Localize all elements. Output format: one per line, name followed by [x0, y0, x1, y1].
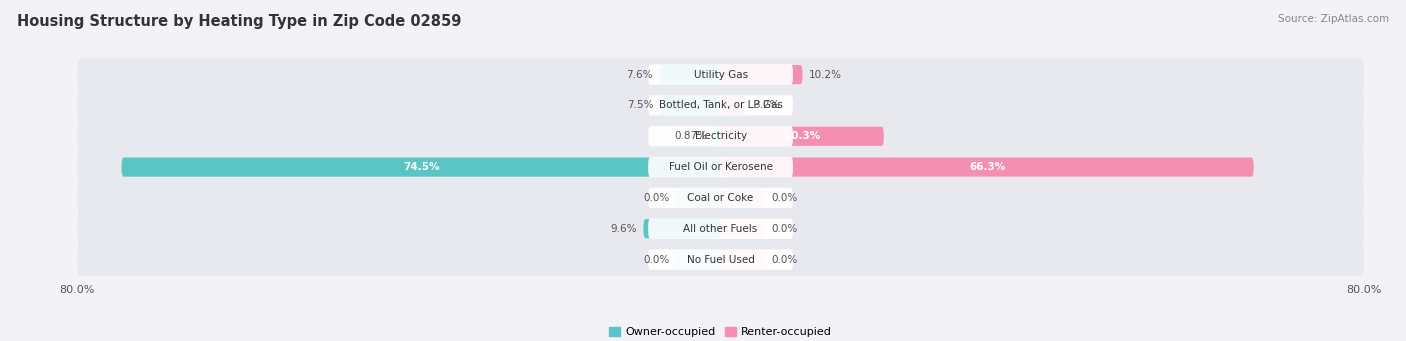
Text: 0.0%: 0.0%: [644, 193, 669, 203]
FancyBboxPatch shape: [721, 250, 765, 269]
Text: 3.2%: 3.2%: [752, 101, 779, 110]
FancyBboxPatch shape: [648, 157, 793, 177]
Text: Source: ZipAtlas.com: Source: ZipAtlas.com: [1278, 14, 1389, 24]
Text: No Fuel Used: No Fuel Used: [686, 255, 755, 265]
FancyBboxPatch shape: [77, 151, 1364, 183]
FancyBboxPatch shape: [77, 120, 1364, 153]
FancyBboxPatch shape: [721, 219, 765, 238]
Text: 0.0%: 0.0%: [772, 193, 797, 203]
Text: 0.0%: 0.0%: [772, 255, 797, 265]
Text: 0.0%: 0.0%: [644, 255, 669, 265]
FancyBboxPatch shape: [721, 96, 747, 115]
FancyBboxPatch shape: [77, 181, 1364, 214]
Text: Utility Gas: Utility Gas: [693, 70, 748, 79]
FancyBboxPatch shape: [659, 65, 721, 84]
Text: Housing Structure by Heating Type in Zip Code 02859: Housing Structure by Heating Type in Zip…: [17, 14, 461, 29]
Text: Electricity: Electricity: [695, 131, 747, 141]
FancyBboxPatch shape: [648, 64, 793, 85]
FancyBboxPatch shape: [77, 89, 1364, 122]
Text: 74.5%: 74.5%: [402, 162, 439, 172]
Text: 9.6%: 9.6%: [610, 224, 637, 234]
Text: 66.3%: 66.3%: [969, 162, 1005, 172]
FancyBboxPatch shape: [714, 127, 721, 146]
FancyBboxPatch shape: [721, 188, 765, 207]
FancyBboxPatch shape: [676, 250, 721, 269]
FancyBboxPatch shape: [77, 58, 1364, 91]
FancyBboxPatch shape: [648, 249, 793, 270]
Text: 0.87%: 0.87%: [673, 131, 707, 141]
FancyBboxPatch shape: [121, 158, 721, 177]
FancyBboxPatch shape: [77, 243, 1364, 276]
Text: 0.0%: 0.0%: [772, 224, 797, 234]
FancyBboxPatch shape: [661, 96, 721, 115]
FancyBboxPatch shape: [77, 212, 1364, 245]
FancyBboxPatch shape: [648, 126, 793, 146]
Text: Fuel Oil or Kerosene: Fuel Oil or Kerosene: [669, 162, 772, 172]
Text: Bottled, Tank, or LP Gas: Bottled, Tank, or LP Gas: [658, 101, 783, 110]
FancyBboxPatch shape: [644, 219, 721, 238]
FancyBboxPatch shape: [676, 188, 721, 207]
Text: 20.3%: 20.3%: [785, 131, 820, 141]
Legend: Owner-occupied, Renter-occupied: Owner-occupied, Renter-occupied: [605, 322, 837, 341]
Text: 7.6%: 7.6%: [627, 70, 652, 79]
FancyBboxPatch shape: [648, 188, 793, 208]
FancyBboxPatch shape: [648, 95, 793, 116]
FancyBboxPatch shape: [721, 65, 803, 84]
Text: All other Fuels: All other Fuels: [683, 224, 758, 234]
Text: 7.5%: 7.5%: [627, 101, 654, 110]
FancyBboxPatch shape: [648, 219, 793, 239]
Text: Coal or Coke: Coal or Coke: [688, 193, 754, 203]
FancyBboxPatch shape: [721, 158, 1254, 177]
FancyBboxPatch shape: [721, 127, 884, 146]
Text: 10.2%: 10.2%: [808, 70, 842, 79]
